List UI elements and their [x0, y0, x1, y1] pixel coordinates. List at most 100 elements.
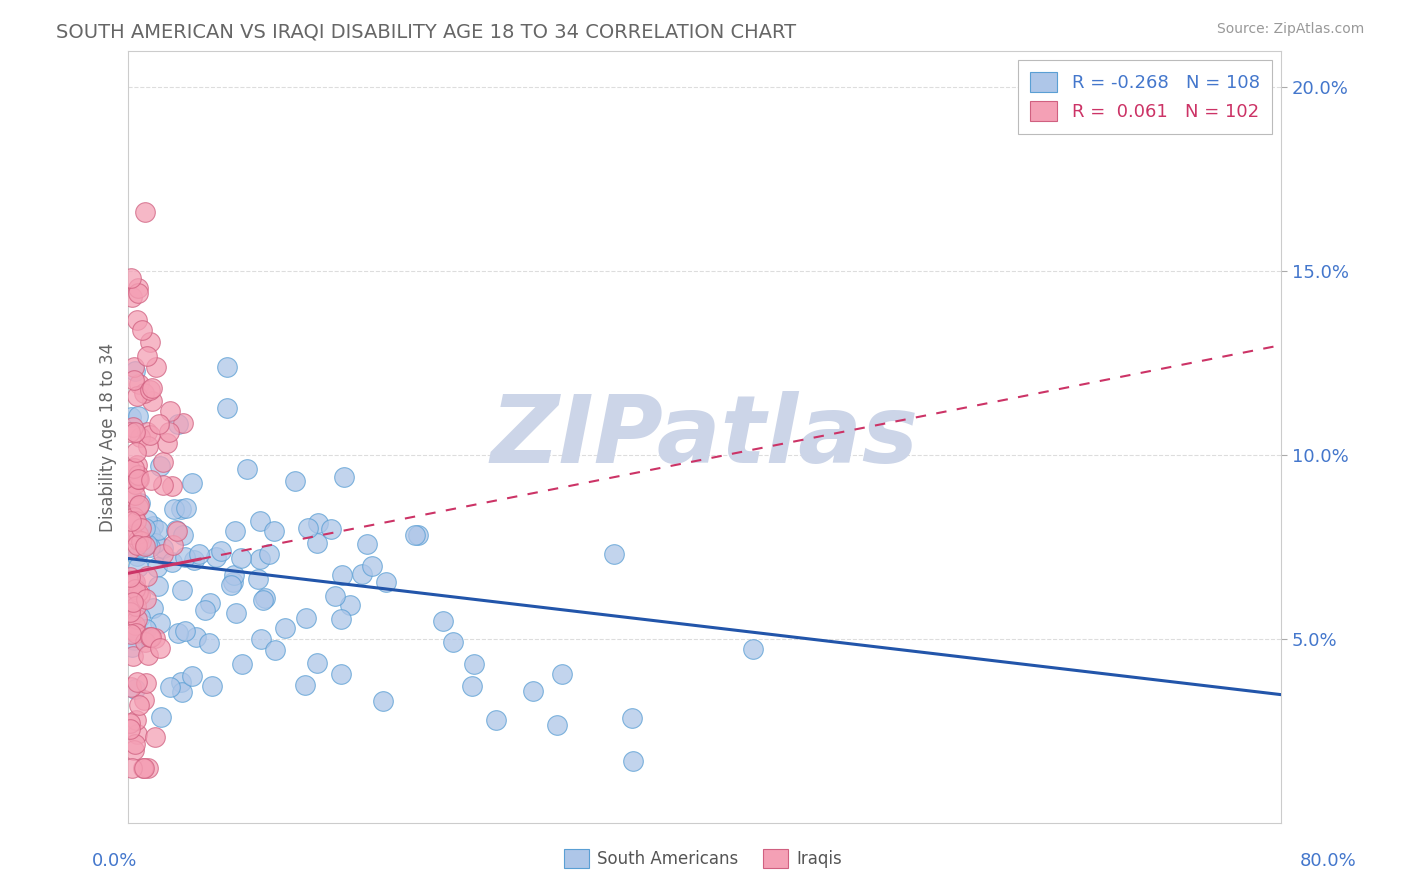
Point: [124, 364, 146, 378]
Point: [125, 625, 148, 640]
Point: [118, 610, 141, 624]
Point: [127, 389, 149, 403]
Text: ZIPatlas: ZIPatlas: [491, 391, 920, 483]
Point: [131, 323, 153, 337]
Point: [295, 610, 318, 624]
Point: [181, 475, 204, 490]
Point: [122, 649, 145, 664]
Point: [128, 498, 150, 512]
Point: [330, 667, 353, 681]
Point: [620, 711, 643, 725]
Point: [124, 737, 146, 751]
Point: [329, 611, 352, 625]
Point: [149, 710, 172, 724]
Point: [361, 559, 384, 574]
Point: [135, 349, 157, 363]
Point: [408, 528, 430, 542]
Point: [159, 681, 181, 695]
Point: [127, 585, 149, 599]
Point: [252, 593, 274, 607]
Point: [215, 401, 238, 415]
Point: [546, 718, 568, 732]
Point: [172, 527, 194, 541]
Point: [485, 713, 508, 727]
Point: [118, 570, 141, 584]
Point: [170, 502, 193, 516]
Point: [174, 550, 197, 565]
Point: [330, 568, 353, 582]
Point: [122, 595, 145, 609]
Point: [128, 376, 150, 391]
Point: [128, 496, 150, 510]
Point: [143, 631, 166, 645]
Point: [165, 523, 187, 537]
Point: [141, 474, 163, 488]
Point: [141, 381, 163, 395]
Point: [163, 502, 186, 516]
Point: [160, 479, 183, 493]
Point: [127, 467, 149, 482]
Point: [121, 475, 143, 489]
Point: [122, 373, 145, 387]
Point: [181, 669, 204, 683]
Point: [122, 359, 145, 374]
Point: [136, 648, 159, 662]
Point: [246, 572, 269, 586]
Point: [122, 461, 145, 475]
Point: [224, 524, 246, 539]
Point: [122, 419, 145, 434]
Point: [209, 544, 232, 558]
Point: [142, 519, 165, 533]
Point: [139, 630, 162, 644]
Point: [118, 573, 141, 587]
Y-axis label: Disability Age 18 to 34: Disability Age 18 to 34: [100, 343, 117, 532]
Point: [121, 640, 143, 654]
Point: [132, 386, 155, 401]
Point: [120, 271, 142, 285]
Point: [205, 549, 228, 564]
Point: [172, 685, 194, 699]
Point: [120, 514, 142, 528]
Point: [321, 523, 343, 537]
Point: [152, 547, 174, 561]
Point: [274, 621, 297, 635]
Point: [371, 694, 394, 708]
Point: [441, 634, 464, 648]
Point: [125, 599, 148, 614]
Point: [127, 533, 149, 547]
Point: [152, 541, 174, 555]
Point: [127, 727, 149, 741]
Point: [132, 629, 155, 643]
Point: [127, 538, 149, 552]
Point: [127, 458, 149, 472]
Point: [135, 591, 157, 606]
Point: [404, 528, 426, 542]
Point: [742, 641, 765, 656]
Point: [194, 603, 217, 617]
Point: [148, 417, 170, 432]
Point: [118, 605, 141, 619]
Point: [162, 538, 184, 552]
Point: [149, 458, 172, 473]
Point: [157, 425, 180, 439]
Point: [159, 404, 181, 418]
Text: SOUTH AMERICAN VS IRAQI DISABILITY AGE 18 TO 34 CORRELATION CHART: SOUTH AMERICAN VS IRAQI DISABILITY AGE 1…: [56, 22, 796, 41]
Point: [219, 578, 242, 592]
Point: [118, 541, 141, 556]
Point: [249, 551, 271, 566]
Point: [263, 643, 285, 657]
Point: [124, 681, 146, 696]
Point: [374, 575, 396, 590]
Point: [231, 551, 253, 566]
Point: [307, 516, 329, 530]
Point: [141, 630, 163, 644]
Point: [134, 520, 156, 534]
Point: [138, 439, 160, 453]
Point: [250, 632, 273, 647]
Point: [356, 536, 378, 550]
Point: [120, 489, 142, 503]
Legend: South Americans, Iraqis: South Americans, Iraqis: [557, 843, 849, 875]
Point: [134, 204, 156, 219]
Point: [122, 509, 145, 524]
Point: [134, 635, 156, 649]
